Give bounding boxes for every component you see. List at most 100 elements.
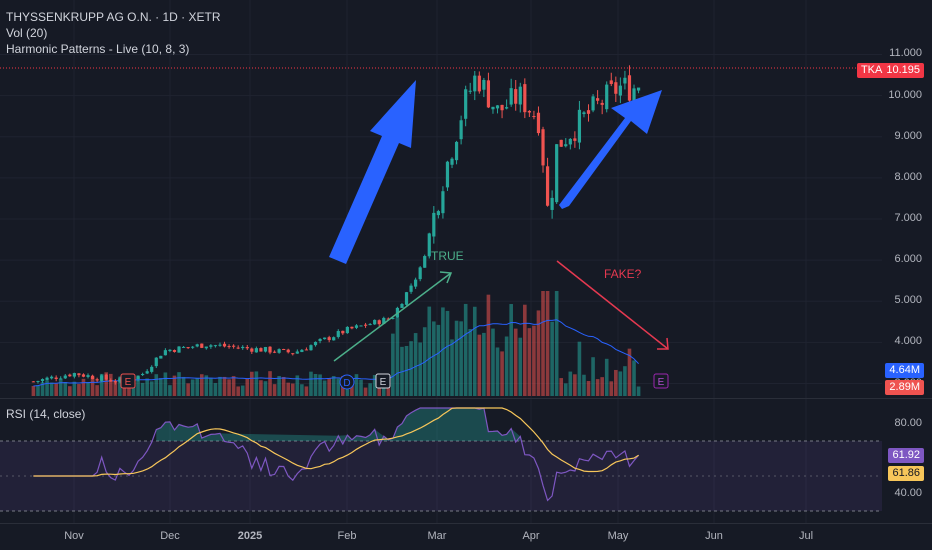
- candle: [568, 137, 572, 150]
- candle: [400, 302, 404, 308]
- volume-bar: [418, 342, 422, 396]
- candle: [313, 341, 318, 347]
- volume-bar: [304, 386, 309, 396]
- candle: [414, 277, 418, 289]
- candle: [177, 346, 181, 353]
- candle: [518, 82, 522, 113]
- candle: [250, 347, 254, 354]
- candle: [241, 345, 245, 350]
- volume-bar: [72, 381, 77, 396]
- candle: [468, 82, 472, 95]
- candle: [222, 341, 227, 348]
- candle: [168, 349, 172, 353]
- volume-bar: [81, 378, 86, 396]
- candle: [491, 106, 495, 114]
- candle: [486, 72, 491, 109]
- volume-bar: [573, 374, 577, 396]
- candle: [291, 353, 295, 356]
- candle: [614, 76, 618, 103]
- svg-text:E: E: [658, 377, 665, 388]
- rsi-legend: RSI (14, close): [6, 407, 86, 421]
- candle: [200, 343, 204, 349]
- candle: [368, 323, 372, 326]
- volume-bar: [523, 304, 527, 396]
- volume-bar: [545, 291, 550, 396]
- volume-bar: [145, 378, 149, 396]
- volume-bar: [359, 379, 363, 396]
- volume-bar: [36, 385, 40, 396]
- volume-bar: [441, 307, 445, 396]
- candle: [72, 372, 76, 379]
- volume-bar: [58, 379, 63, 396]
- volume-bar: [222, 376, 227, 396]
- candle: [295, 349, 299, 354]
- volume-bar: [90, 376, 95, 396]
- price-tick-label: 7.000: [894, 212, 922, 224]
- candle: [495, 105, 500, 114]
- candle: [373, 319, 377, 325]
- volume-bar: [113, 382, 118, 396]
- volume-bar: [559, 378, 564, 396]
- candle: [450, 157, 454, 169]
- volume-bar: [240, 385, 245, 396]
- volume-bar: [532, 325, 536, 396]
- candle: [596, 90, 600, 105]
- volume-bar: [68, 386, 72, 396]
- earnings-marker-1[interactable]: E: [120, 373, 136, 389]
- candle: [636, 87, 641, 94]
- candle: [445, 160, 450, 191]
- volume-bar: [268, 371, 272, 396]
- earnings-marker-2[interactable]: E: [375, 373, 391, 389]
- candle: [86, 373, 90, 379]
- candle: [104, 373, 108, 381]
- price-tick-label: 5.000: [894, 294, 922, 307]
- volume-bar: [468, 329, 473, 396]
- candle: [50, 375, 54, 380]
- candle: [141, 372, 145, 376]
- volume-bar: [40, 382, 45, 396]
- volume-bar: [31, 385, 36, 396]
- volume-bar: [450, 339, 454, 396]
- volume-bar: [322, 380, 327, 396]
- candle: [377, 319, 381, 327]
- volume-bar: [63, 382, 68, 396]
- volume-bar: [309, 371, 313, 396]
- candle: [45, 376, 49, 381]
- volume-bar: [627, 348, 632, 396]
- candle: [473, 70, 477, 101]
- volume-bar: [286, 382, 291, 396]
- candle: [555, 143, 559, 204]
- rsi-band: [0, 441, 882, 511]
- volume-bar: [77, 384, 81, 396]
- candle: [172, 349, 177, 353]
- candle: [359, 325, 363, 327]
- volume-bar: [163, 372, 168, 396]
- dividend-marker[interactable]: D: [339, 374, 355, 390]
- volume-bar: [554, 291, 559, 396]
- volume-bar: [372, 375, 377, 396]
- volume-bar: [118, 376, 122, 396]
- volume-bar: [318, 374, 322, 396]
- candle: [618, 77, 622, 104]
- volume-bar: [527, 328, 532, 396]
- candle: [259, 347, 263, 352]
- candle: [95, 377, 99, 382]
- volume-bar: [154, 374, 159, 396]
- candle: [573, 131, 577, 148]
- rsi-tick-label: 40.00: [894, 486, 922, 499]
- candle: [63, 374, 67, 379]
- candle: [514, 79, 518, 111]
- candle: [59, 376, 63, 380]
- candle: [318, 338, 322, 344]
- earnings-marker-3[interactable]: E: [653, 373, 669, 389]
- svg-text:E: E: [380, 377, 387, 388]
- volume-bar: [231, 376, 236, 396]
- candle: [500, 104, 504, 119]
- volume-bar: [108, 373, 113, 396]
- candle: [113, 379, 117, 385]
- panel-divider[interactable]: [0, 398, 932, 399]
- candle: [109, 378, 113, 382]
- chart-title: THYSSENKRUPP AG O.N. · 1D · XETR: [6, 10, 221, 24]
- volume-bar: [432, 321, 436, 396]
